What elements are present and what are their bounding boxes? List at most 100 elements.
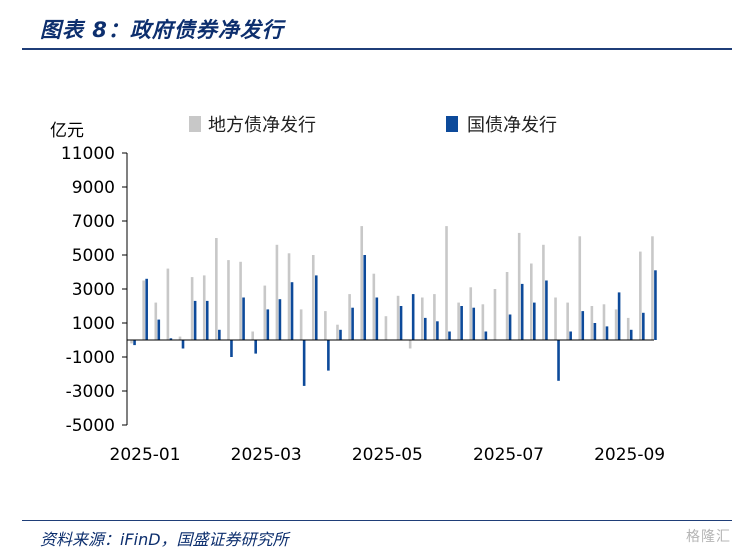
bar-national-debt: [642, 312, 645, 340]
bar-national-debt: [266, 309, 270, 340]
bar-local-debt: [445, 226, 448, 340]
bar-local-debt: [142, 280, 145, 340]
bar-local-debt: [590, 306, 594, 340]
bar-national-debt: [205, 300, 209, 340]
bar-local-debt: [517, 232, 521, 340]
bar-local-debt: [542, 244, 545, 340]
bar-local-debt: [469, 287, 473, 340]
bar-local-debt: [408, 340, 412, 349]
bar-local-debt: [275, 244, 279, 340]
source-note: 资料来源：iFinD，国盛证券研究所: [40, 530, 289, 549]
bar-national-debt: [533, 302, 536, 340]
y-tick-label: -5000: [66, 416, 115, 436]
bar-local-debt: [396, 295, 400, 340]
x-tick-label: 2025-01: [110, 445, 181, 465]
bar-national-debt: [508, 314, 512, 340]
bar-national-debt: [375, 297, 379, 340]
bar-national-debt: [629, 329, 633, 340]
bar-national-debt: [472, 307, 476, 340]
bar-national-debt: [399, 306, 403, 340]
x-tick-label: 2025-03: [231, 445, 302, 465]
bar-national-debt: [520, 283, 524, 340]
y-axis-unit: 亿元: [50, 121, 84, 141]
bar-national-debt: [193, 300, 197, 340]
bar-national-debt: [545, 280, 548, 340]
bar-national-debt: [218, 329, 221, 340]
bar-national-debt: [363, 255, 367, 340]
bar-local-debt: [602, 304, 606, 340]
bar-local-debt: [530, 263, 533, 340]
bar-national-debt: [448, 331, 451, 340]
y-tick-label: -1000: [66, 348, 115, 368]
legend-label-national: 国债净发行: [467, 115, 557, 136]
bar-local-debt: [239, 261, 242, 340]
bar-national-debt: [230, 340, 233, 357]
bar-national-debt: [242, 297, 245, 340]
bar-national-debt: [327, 340, 330, 371]
bar-local-debt: [311, 255, 315, 340]
bar-national-debt: [278, 299, 282, 340]
bar-national-debt: [581, 311, 585, 340]
bar-local-debt: [251, 331, 254, 340]
bar-national-debt: [593, 323, 597, 340]
bar-national-debt: [460, 306, 463, 340]
bar-local-debt: [202, 275, 206, 340]
bar-national-debt: [411, 294, 415, 340]
x-tick-label: 2025-05: [352, 445, 423, 465]
bar-local-debt: [505, 272, 509, 340]
legend-swatch-local: [189, 116, 201, 132]
bar-national-debt: [181, 340, 185, 349]
y-tick-label: 11000: [61, 144, 115, 164]
footer-divider: [22, 520, 732, 521]
bar-local-debt: [481, 304, 485, 340]
bar-national-debt: [145, 278, 148, 340]
figure-title: 图表 8：政府债券净发行: [40, 18, 284, 42]
bar-national-debt: [169, 338, 173, 340]
bar-local-debt: [227, 260, 230, 340]
bar-local-debt: [457, 302, 460, 340]
bar-national-debt: [654, 270, 657, 340]
bar-local-debt: [324, 311, 327, 340]
net-issuance-chart: 地方债净发行 国债净发行 亿元 11000 9000 7000 5000 3000 100…: [50, 115, 665, 465]
bar-local-debt: [130, 340, 133, 344]
bar-national-debt: [557, 340, 560, 381]
bar-local-debt: [190, 277, 194, 340]
bar-local-debt: [433, 294, 436, 340]
bar-series: [130, 226, 657, 386]
bar-local-debt: [578, 236, 582, 340]
y-tick-label: -3000: [66, 382, 115, 402]
bar-national-debt: [617, 292, 621, 340]
bar-local-debt: [215, 238, 218, 340]
x-tick-label: 2025-09: [594, 445, 665, 465]
bar-local-debt: [360, 226, 364, 340]
bar-local-debt: [154, 302, 158, 340]
x-axis: 2025-01 2025-03 2025-05 2025-07 2025-09: [110, 339, 665, 465]
bar-national-debt: [157, 319, 161, 340]
bar-national-debt: [339, 329, 342, 340]
bar-local-debt: [384, 316, 388, 340]
legend-swatch-national: [446, 116, 458, 132]
bar-local-debt: [348, 294, 351, 340]
bar-local-debt: [178, 336, 182, 340]
bar-local-debt: [299, 309, 303, 340]
y-tick-label: 7000: [72, 212, 115, 232]
bar-national-debt: [605, 326, 609, 340]
y-tick-label: 5000: [72, 246, 115, 266]
bar-local-debt: [554, 297, 557, 340]
bar-local-debt: [263, 285, 267, 340]
bar-national-debt: [351, 307, 354, 340]
y-axis: 11000 9000 7000 5000 3000 1000 -1000 -3000 -5000: [61, 144, 128, 436]
bar-national-debt: [484, 331, 488, 340]
bar-national-debt: [290, 282, 294, 340]
bar-local-debt: [287, 253, 291, 340]
x-tick-label: 2025-07: [473, 445, 544, 465]
bar-national-debt: [254, 340, 257, 354]
y-tick-label: 3000: [72, 280, 115, 300]
bar-national-debt: [302, 340, 306, 386]
y-tick-label: 9000: [72, 178, 115, 198]
bar-local-debt: [420, 297, 424, 340]
bar-national-debt: [314, 275, 318, 340]
bar-local-debt: [651, 236, 654, 340]
bar-local-debt: [614, 309, 618, 340]
bar-local-debt: [626, 317, 630, 340]
